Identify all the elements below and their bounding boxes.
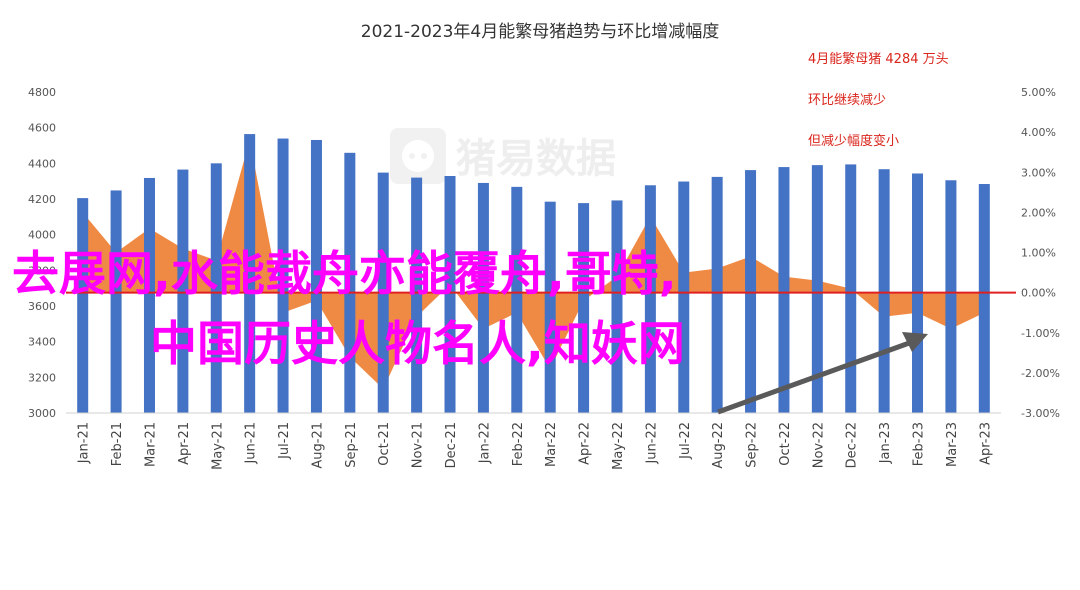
bar-May-21	[210, 163, 222, 413]
x-tick-label: Apr-22	[578, 422, 593, 465]
x-axis: Jan-21 Feb-21 Mar-21 Apr-21 May-21 Jun-21 Jul-…	[66, 412, 1001, 470]
bar-Nov-22	[811, 165, 823, 413]
x-tick-label: Aug-21	[310, 422, 325, 469]
x-tick-label: Dec-22	[845, 422, 860, 468]
x-tick-label: Jul-21	[277, 422, 292, 460]
bar-Jun-22	[644, 185, 656, 413]
x-tick-label: Jan-22	[477, 422, 492, 464]
watermark: 猪易数据	[390, 128, 616, 184]
x-tick-label: Dec-21	[444, 422, 459, 468]
x-tick-label: Nov-21	[411, 422, 426, 468]
x-tick-label: Sep-22	[745, 422, 760, 468]
bar-Jun-21	[244, 134, 256, 413]
x-tick-label: Jul-22	[678, 422, 693, 460]
bar-May-22	[611, 200, 623, 413]
right-tick-label: -3.00%	[1021, 407, 1060, 420]
bar-Jan-22	[477, 182, 489, 413]
bar-Feb-21	[110, 190, 122, 413]
right-tick-label: 5.00%	[1021, 86, 1056, 99]
x-tick-label: Nov-22	[811, 422, 826, 468]
bar-Oct-22	[778, 167, 790, 413]
annotation-2: 环比继续减少	[808, 93, 886, 108]
x-tick-label: Mar-22	[544, 422, 559, 467]
x-tick-label: Jun-22	[644, 422, 659, 465]
left-tick-label: 4800	[28, 86, 56, 99]
bar-Jan-23	[878, 169, 890, 413]
x-tick-label: Mar-23	[945, 422, 960, 467]
right-tick-label: 1.00%	[1021, 247, 1056, 260]
right-tick-label: -2.00%	[1021, 367, 1060, 380]
bar-Mar-23	[945, 180, 957, 413]
x-tick-label: Oct-21	[377, 422, 392, 466]
bar-Apr-21	[177, 169, 189, 413]
left-tick-label: 3200	[28, 371, 56, 384]
annotation-1: 4月能繁母猪 4284 万头	[808, 51, 949, 67]
right-y-axis: -3.00% -2.00% -1.00% 0.00% 1.00% 2.00% 3.00% 4.…	[1021, 86, 1060, 420]
x-tick-label: Apr-23	[978, 422, 993, 465]
left-tick-label: 3800	[28, 264, 56, 277]
x-tick-label: Jan-21	[77, 422, 92, 464]
bar-Aug-21	[310, 139, 322, 413]
trend-arrow	[717, 332, 928, 415]
bar-Sep-21	[344, 152, 356, 414]
bar-Mar-21	[143, 177, 155, 413]
x-tick-label: Mar-21	[143, 422, 158, 467]
x-tick-label: Jan-23	[878, 422, 893, 464]
x-tick-label: Feb-22	[511, 422, 526, 466]
left-tick-label: 3400	[28, 336, 56, 349]
bar-Dec-22	[845, 164, 857, 413]
left-tick-label: 4000	[28, 229, 56, 242]
x-tick-label: Sep-21	[344, 422, 359, 468]
right-tick-label: 3.00%	[1021, 166, 1056, 179]
overlay-line-1: 去展网,水能载舟亦能覆舟,哥特,	[12, 247, 677, 302]
left-tick-label: 3000	[28, 407, 56, 420]
right-tick-label: 2.00%	[1021, 206, 1056, 219]
bar-Jul-21	[277, 138, 289, 414]
bar-Apr-22	[578, 203, 590, 413]
watermark-text: 猪易数据	[456, 136, 616, 182]
left-tick-label: 3600	[28, 300, 56, 313]
x-tick-label: Aug-22	[711, 422, 726, 469]
bar-Feb-22	[511, 186, 523, 413]
left-tick-label: 4200	[28, 193, 56, 206]
x-tick-label: Apr-21	[177, 422, 192, 465]
x-tick-label: Jun-21	[244, 422, 259, 465]
bar-Sep-22	[745, 170, 757, 413]
chart-title: 2021-2023年4月能繁母猪趋势与环比增减幅度	[361, 22, 719, 42]
left-y-axis: 3000 3200 3400 3600 3800 4000 4200 4400 4600 4800	[28, 86, 56, 420]
x-tick-label: Feb-21	[110, 422, 125, 466]
annotation-3: 但减少幅度变小	[808, 133, 899, 149]
bar-Aug-22	[711, 176, 723, 413]
bar-Nov-21	[411, 177, 423, 413]
bar-Jan-21	[77, 198, 89, 413]
x-tick-label: Oct-22	[778, 422, 793, 466]
bar-Apr-23	[978, 184, 990, 413]
change-area-series	[82, 140, 985, 389]
x-tick-label: Feb-23	[912, 422, 927, 466]
left-tick-label: 4400	[28, 157, 56, 170]
bar-Mar-22	[544, 201, 556, 413]
left-tick-label: 4600	[28, 122, 56, 135]
right-tick-label: 0.00%	[1021, 287, 1056, 300]
bar-Dec-21	[444, 175, 456, 413]
bar-Jul-22	[678, 181, 690, 413]
change-area	[82, 140, 985, 389]
right-tick-label: -1.00%	[1021, 327, 1060, 340]
pig-logo-icon	[390, 128, 446, 184]
overlay-line-2: 中国历史人物名人,知妖网	[150, 317, 685, 372]
right-tick-label: 4.00%	[1021, 126, 1056, 139]
x-tick-label: May-21	[210, 422, 225, 470]
x-tick-label: May-22	[611, 422, 626, 470]
